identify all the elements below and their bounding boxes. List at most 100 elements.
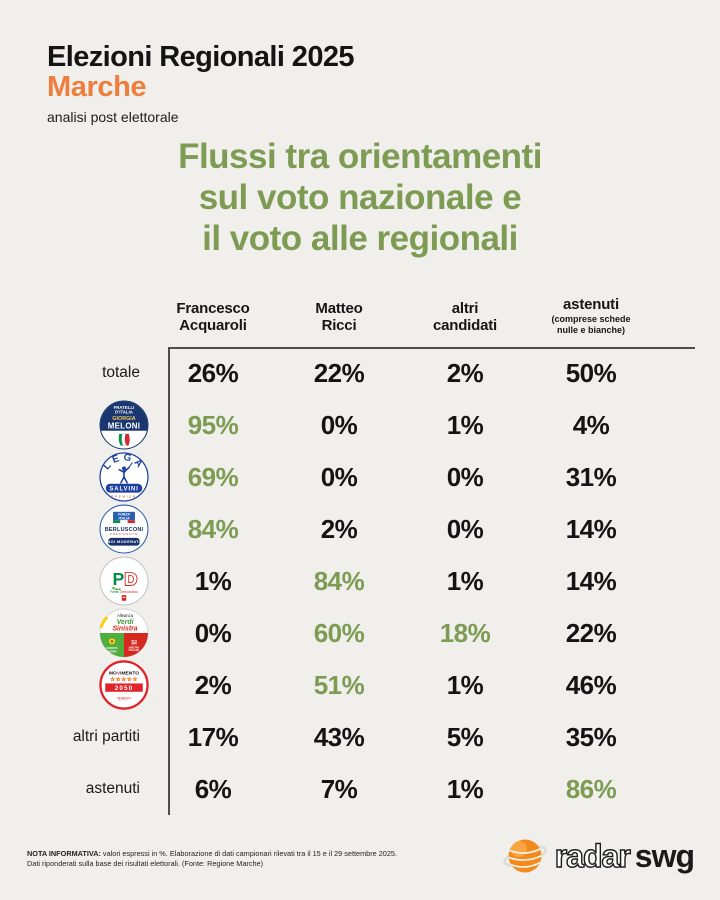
column-header-label: altri candidati xyxy=(432,300,498,335)
column-header-label: Francesco Acquaroli xyxy=(176,300,250,335)
note-text: NOTA INFORMATIVA: valori espressi in %. … xyxy=(27,849,547,869)
value-cell: 51% xyxy=(313,669,365,700)
value-cell: 6% xyxy=(194,773,232,804)
header: Elezioni Regionali 2025 Marche analisi p… xyxy=(47,41,355,125)
value-cell: 0% xyxy=(194,617,232,648)
value-cell: 35% xyxy=(565,721,617,752)
svg-text:MELONI: MELONI xyxy=(108,421,141,430)
table-row-fdi: FRATELLI D'ITALIA GIORGIA MELONI 95% 0% … xyxy=(0,399,720,451)
column-header-altri-candidati: altri candidati xyxy=(402,301,528,342)
value-cell: 14% xyxy=(565,565,617,596)
value-cell: 1% xyxy=(194,565,232,596)
value-cell: 2% xyxy=(194,669,232,700)
row-label: altri partiti xyxy=(72,728,140,745)
svg-text:«pace»: «pace» xyxy=(116,695,131,700)
value-cell: 84% xyxy=(313,565,365,596)
value-cell: 18% xyxy=(439,617,491,648)
column-header-astenuti: astenuti (comprese schede nulle e bianch… xyxy=(528,295,654,342)
value-cell: 95% xyxy=(187,409,239,440)
row-label: MOVIMENTO ★★★★★ 2050 «pace» xyxy=(0,659,150,711)
value-cell: 31% xyxy=(565,461,617,492)
value-cell: 2% xyxy=(446,357,484,388)
svg-text:PRESIDENTE: PRESIDENTE xyxy=(110,532,138,536)
partito-democratico-icon: P D Partito Democratico xyxy=(99,556,149,606)
svg-text:PREMIER: PREMIER xyxy=(111,494,137,498)
table-row-totale: totale 26% 22% 2% 50% xyxy=(0,347,720,399)
brand-swg-text: swg xyxy=(634,837,695,874)
table-row-pd: P D Partito Democratico 1% 84% 1% 14% xyxy=(0,555,720,607)
note-body: valori espressi in %. Elaborazione di da… xyxy=(27,849,397,868)
table-row-astenuti: astenuti 6% 7% 1% 86% xyxy=(0,763,720,815)
svg-text:D'ITALIA: D'ITALIA xyxy=(115,410,134,415)
table-border-left xyxy=(168,347,170,815)
column-header-label: Matteo Ricci xyxy=(315,300,363,335)
brand-radar-text: radar xyxy=(554,837,631,874)
svg-text:2050: 2050 xyxy=(115,685,134,692)
row-label: totale xyxy=(102,364,140,381)
value-cell: 5% xyxy=(446,721,484,752)
svg-text:ITALIANA: ITALIANA xyxy=(129,649,140,652)
svg-text:EUROPA: EUROPA xyxy=(106,646,117,650)
value-cell: 7% xyxy=(320,773,358,804)
table-row-altri-partiti: altri partiti 17% 43% 5% 35% xyxy=(0,711,720,763)
page-title: Elezioni Regionali 2025 xyxy=(47,41,355,73)
value-cell: 2% xyxy=(320,513,358,544)
value-cell: 1% xyxy=(446,669,484,700)
table-row-m5s: MOVIMENTO ★★★★★ 2050 «pace» 2% 51% 1% 46… xyxy=(0,659,720,711)
table-row-fi: FORZA ITALIA BERLUSCONI PRESIDENTE NOI M… xyxy=(0,503,720,555)
svg-text:P: P xyxy=(113,569,125,589)
note-label: NOTA INFORMATIVA: xyxy=(27,849,101,858)
row-label: FORZA ITALIA BERLUSCONI PRESIDENTE NOI M… xyxy=(0,503,150,555)
value-cell: 69% xyxy=(187,461,239,492)
value-cell: 50% xyxy=(565,357,617,388)
svg-text:NOI MODERATI: NOI MODERATI xyxy=(107,540,140,544)
svg-text:Verdi: Verdi xyxy=(117,619,135,626)
column-headers: Francesco Acquaroli Matteo Ricci altri c… xyxy=(0,284,720,342)
value-cell: 0% xyxy=(320,461,358,492)
value-cell: 46% xyxy=(565,669,617,700)
svg-text:ITALIA: ITALIA xyxy=(118,517,130,521)
row-label: Alleanza Verdi Sinistra EUROPA VERDE SI … xyxy=(0,607,150,659)
value-cell: 0% xyxy=(446,513,484,544)
alleanza-verdi-sinistra-icon: Alleanza Verdi Sinistra EUROPA VERDE SI … xyxy=(99,608,149,658)
value-cell: 22% xyxy=(313,357,365,388)
column-header-sublabel: (comprese schede nulle e bianche) xyxy=(551,314,631,336)
row-label: astenuti xyxy=(85,780,140,797)
svg-text:SALVINI: SALVINI xyxy=(109,486,138,492)
value-cell: 17% xyxy=(187,721,239,752)
value-cell: 26% xyxy=(187,357,239,388)
value-cell: 0% xyxy=(446,461,484,492)
svg-text:FORZA: FORZA xyxy=(118,513,131,517)
fratelli-ditalia-icon: FRATELLI D'ITALIA GIORGIA MELONI xyxy=(99,400,149,450)
svg-text:Partito Democratico: Partito Democratico xyxy=(110,590,138,594)
main-title: Flussi tra orientamenti sul voto naziona… xyxy=(178,137,542,258)
svg-text:D: D xyxy=(125,569,138,589)
table-row-lega: LEGA SALVINI PREMIER 69% 0% 0% 31% xyxy=(0,451,720,503)
value-cell: 1% xyxy=(446,565,484,596)
flows-table: totale 26% 22% 2% 50% FRATELLI D'ITALIA … xyxy=(0,347,720,815)
value-cell: 4% xyxy=(572,409,610,440)
header-subtitle: analisi post elettorale xyxy=(47,108,179,125)
value-cell: 1% xyxy=(446,773,484,804)
svg-text:SI: SI xyxy=(131,640,137,647)
svg-text:SINISTRA: SINISTRA xyxy=(129,646,140,649)
radar-sphere-icon xyxy=(502,839,547,873)
brand-logo: radar swg xyxy=(502,832,695,880)
column-header-label: astenuti xyxy=(563,295,619,313)
svg-text:Sinistra: Sinistra xyxy=(112,626,137,633)
svg-text:BERLUSCONI: BERLUSCONI xyxy=(105,527,144,533)
row-label: FRATELLI D'ITALIA GIORGIA MELONI xyxy=(0,399,150,451)
svg-text:MOVIMENTO: MOVIMENTO xyxy=(109,670,139,676)
svg-text:FRATELLI: FRATELLI xyxy=(114,405,135,410)
movimento-5-stelle-icon: MOVIMENTO ★★★★★ 2050 «pace» xyxy=(99,660,149,710)
row-label: LEGA SALVINI PREMIER xyxy=(0,451,150,503)
value-cell: 84% xyxy=(187,513,239,544)
forza-italia-icon: FORZA ITALIA BERLUSCONI PRESIDENTE NOI M… xyxy=(99,504,149,554)
value-cell: 0% xyxy=(320,409,358,440)
table-row-avs: Alleanza Verdi Sinistra EUROPA VERDE SI … xyxy=(0,607,720,659)
table-border-top xyxy=(168,347,695,349)
value-cell: 1% xyxy=(446,409,484,440)
svg-text:GIORGIA: GIORGIA xyxy=(112,416,136,422)
column-header-acquaroli: Francesco Acquaroli xyxy=(150,301,276,342)
